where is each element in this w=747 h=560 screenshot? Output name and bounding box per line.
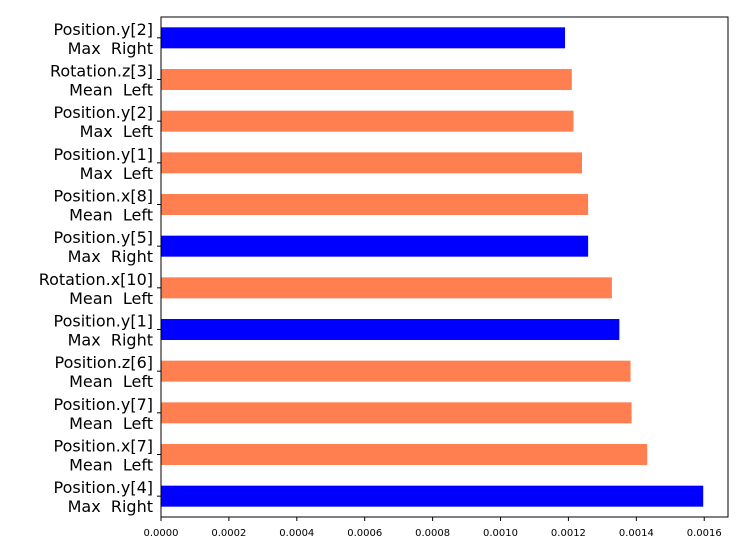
y-tick-label-0-line1: Position.y[2] xyxy=(53,20,153,39)
y-tick-label-4-line2: Mean Left xyxy=(69,206,153,225)
x-tick-label-4: 0.0008 xyxy=(415,528,450,539)
bar-7 xyxy=(161,319,620,340)
bar-10 xyxy=(161,444,648,465)
y-tick-label-3-line2: Max Left xyxy=(80,164,153,183)
y-tick-label-11-line2: Max Right xyxy=(68,497,153,516)
bar-5 xyxy=(161,235,589,257)
y-tick-label-5-line2: Max Right xyxy=(68,247,153,266)
bar-9 xyxy=(161,402,632,424)
bar-2 xyxy=(161,110,574,132)
y-tick-label-0-line2: Max Right xyxy=(68,39,153,58)
y-tick-label-2-line1: Position.y[2] xyxy=(53,103,153,122)
y-axis: Position.y[2]Max RightRotation.z[3]Mean … xyxy=(39,20,161,516)
y-tick-label-9-line1: Position.y[7] xyxy=(53,395,153,414)
x-tick-label-8: 0.0016 xyxy=(687,528,722,539)
bar-0 xyxy=(161,27,566,49)
x-tick-label-6: 0.0012 xyxy=(551,528,586,539)
y-tick-label-10-line2: Mean Left xyxy=(69,456,153,475)
x-tick-label-7: 0.0014 xyxy=(619,528,654,539)
y-tick-label-3-line1: Position.y[1] xyxy=(53,145,153,164)
y-tick-label-7-line2: Max Right xyxy=(68,331,153,350)
x-tick-label-0: 0.0000 xyxy=(144,528,179,539)
bar-6 xyxy=(161,277,612,299)
y-tick-label-9-line2: Mean Left xyxy=(69,414,153,433)
x-tick-label-5: 0.0010 xyxy=(483,528,518,539)
x-tick-label-3: 0.0006 xyxy=(347,528,382,539)
bars-layer xyxy=(161,27,704,507)
y-tick-label-10-line1: Position.x[7] xyxy=(53,437,153,456)
y-tick-label-5-line1: Position.y[5] xyxy=(53,228,153,247)
x-tick-label-2: 0.0004 xyxy=(279,528,314,539)
bar-3 xyxy=(161,152,583,174)
plot-area-frame xyxy=(160,16,729,518)
y-tick-label-1-line1: Rotation.z[3] xyxy=(50,62,153,81)
y-tick-label-6-line2: Mean Left xyxy=(69,289,153,308)
y-tick-label-6-line1: Rotation.x[10] xyxy=(39,270,153,289)
y-tick-label-11-line1: Position.y[4] xyxy=(53,478,153,497)
x-tick-label-1: 0.0002 xyxy=(211,528,246,539)
y-tick-label-7-line1: Position.y[1] xyxy=(53,312,153,331)
y-tick-label-4-line1: Position.x[8] xyxy=(53,187,153,206)
y-tick-label-2-line2: Max Left xyxy=(80,122,153,141)
bar-1 xyxy=(161,69,572,90)
y-tick-label-1-line2: Mean Left xyxy=(69,81,153,100)
bar-11 xyxy=(161,485,704,507)
x-axis: 0.0000 0.0002 0.0004 0.0006 0.0008 0.0010 0.00… xyxy=(144,517,722,539)
y-tick-label-8-line2: Mean Left xyxy=(69,372,153,391)
bar-4 xyxy=(161,194,589,215)
bar-8 xyxy=(161,360,631,382)
y-tick-label-8-line1: Position.z[6] xyxy=(55,353,153,372)
